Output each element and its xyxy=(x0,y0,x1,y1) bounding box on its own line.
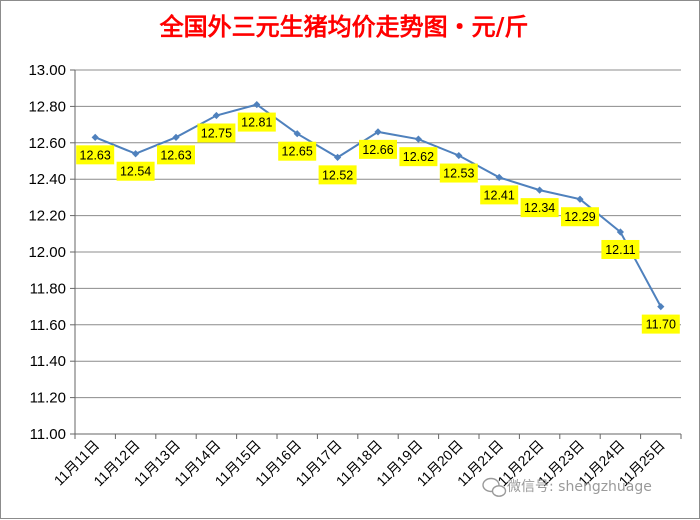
data-label-bg xyxy=(480,185,519,205)
data-label-text: 12.63 xyxy=(80,148,111,162)
data-label: 12.66 xyxy=(359,139,397,159)
data-point-marker xyxy=(132,150,140,158)
data-label-bg xyxy=(439,163,478,183)
chart-title: 全国外三元生猪均价走势图・元/斤 xyxy=(159,12,529,41)
data-label: 12.63 xyxy=(157,145,195,165)
data-label-bg xyxy=(641,314,680,334)
data-label-text: 12.52 xyxy=(322,168,353,182)
watermark-text: 微信号: shengzhuage xyxy=(507,479,652,495)
data-label: 11.70 xyxy=(641,314,680,334)
data-label-text: 12.75 xyxy=(201,127,232,141)
data-labels: 12.63 12.54 12.63 12.75 12.81 12.65 12.52 12.66… xyxy=(76,112,680,334)
y-tick-label: 11.00 xyxy=(30,426,66,443)
data-label-bg xyxy=(76,145,115,165)
data-label: 12.54 xyxy=(116,161,155,181)
data-label-bg xyxy=(278,141,317,161)
y-tick-label: 12.20 xyxy=(28,208,66,225)
data-point-marker xyxy=(212,111,220,120)
data-label: 12.81 xyxy=(237,112,276,132)
watermark: 微信号: shengzhuage xyxy=(482,477,652,497)
data-label: 12.11 xyxy=(601,239,640,259)
data-label-text: 12.62 xyxy=(403,150,434,164)
y-tick-label: 11.60 xyxy=(30,317,66,334)
data-label-bg xyxy=(237,112,276,132)
data-label-bg xyxy=(561,207,599,227)
data-point-marker xyxy=(374,128,382,136)
data-label-text: 12.11 xyxy=(605,243,635,257)
y-axis-tick-labels: 13.00 12.80 12.60 12.40 12.20 12.00 11.80 11.60… xyxy=(28,62,66,443)
data-label-text: 12.53 xyxy=(443,167,474,181)
data-label: 12.41 xyxy=(480,185,519,205)
data-label-text: 12.29 xyxy=(564,210,595,224)
data-label-text: 12.63 xyxy=(160,148,191,162)
y-tick-label: 12.00 xyxy=(28,244,66,261)
data-point-marker xyxy=(455,151,463,160)
data-label: 12.63 xyxy=(76,145,115,165)
data-point-marker xyxy=(414,135,422,143)
series-line-layer xyxy=(91,100,665,311)
data-label-text: 12.54 xyxy=(120,165,151,179)
data-label: 12.29 xyxy=(561,207,599,227)
data-label-bg xyxy=(399,147,438,167)
y-tick-label: 13.00 xyxy=(28,62,66,79)
data-point-marker xyxy=(253,100,261,109)
data-label-bg xyxy=(520,198,559,218)
data-point-marker xyxy=(657,303,665,311)
axes xyxy=(70,69,682,439)
data-point-marker xyxy=(495,173,503,181)
data-point-marker xyxy=(293,130,301,138)
data-label: 12.34 xyxy=(520,198,559,218)
data-label: 12.65 xyxy=(278,141,317,161)
data-label-bg xyxy=(197,123,236,143)
data-label-text: 12.34 xyxy=(524,201,555,215)
data-label-bg xyxy=(601,239,640,259)
data-point-marker xyxy=(536,186,544,194)
y-tick-label: 11.40 xyxy=(30,353,66,370)
data-label-text: 12.41 xyxy=(484,188,515,202)
data-label: 12.53 xyxy=(439,163,478,183)
data-label-bg xyxy=(116,161,155,181)
y-tick-label: 12.60 xyxy=(28,135,66,152)
data-label: 12.62 xyxy=(399,147,438,167)
data-label-text: 12.81 xyxy=(241,116,272,130)
y-tick-label: 11.20 xyxy=(30,390,66,407)
data-label-bg xyxy=(359,139,397,159)
data-point-marker xyxy=(91,133,99,141)
data-label: 12.52 xyxy=(318,165,357,185)
data-label: 12.75 xyxy=(197,123,236,143)
y-tick-label: 12.40 xyxy=(28,171,66,188)
data-point-marker xyxy=(172,133,180,141)
wechat-icon xyxy=(482,477,507,497)
data-point-marker xyxy=(334,153,342,161)
data-label-bg xyxy=(318,165,357,185)
data-label-bg xyxy=(157,145,195,165)
data-label-text: 12.65 xyxy=(282,145,313,159)
gridlines xyxy=(75,69,681,399)
y-tick-label: 12.80 xyxy=(28,98,66,115)
data-point-marker xyxy=(576,195,584,203)
y-tick-label: 11.80 xyxy=(30,280,66,297)
data-point-marker xyxy=(616,228,624,236)
data-label-text: 12.66 xyxy=(362,143,393,157)
data-label-text: 11.70 xyxy=(646,318,676,332)
